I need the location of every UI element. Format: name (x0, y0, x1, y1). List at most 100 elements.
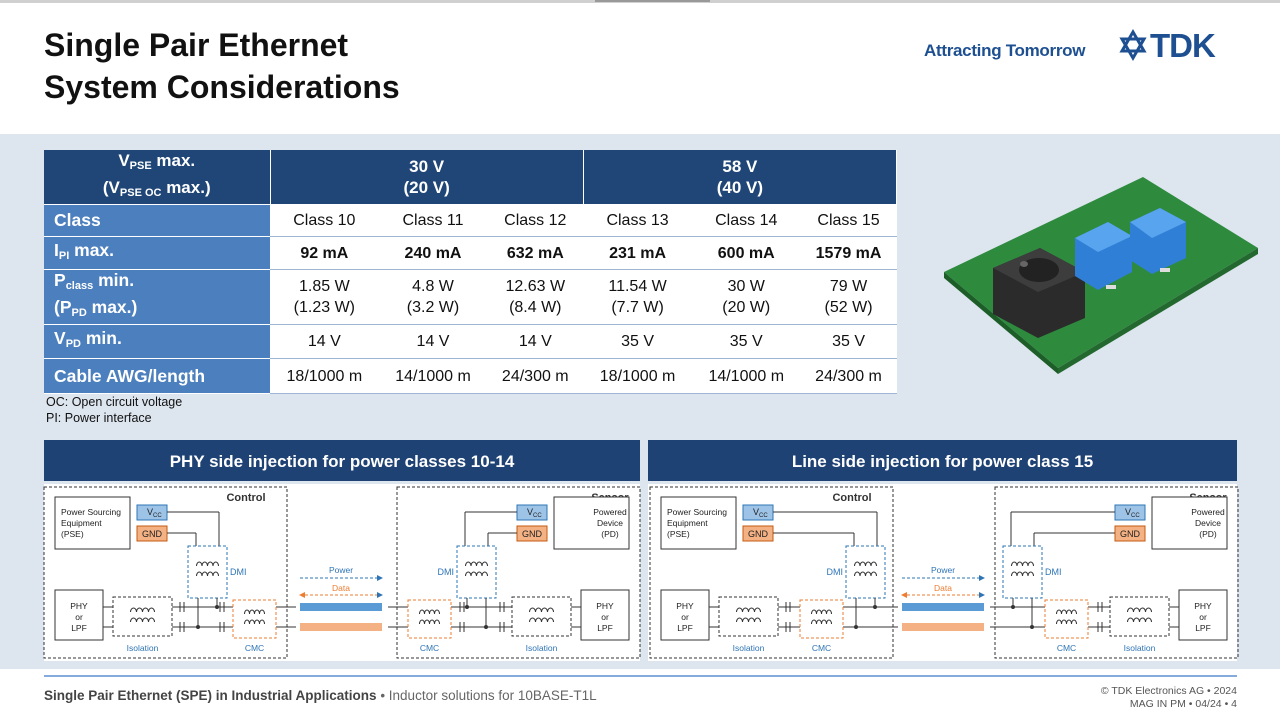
device-label: Equipment (61, 518, 102, 528)
cmc-box (407, 599, 452, 639)
subscript: CC (153, 513, 162, 519)
cell-line: (PPD max.) (54, 297, 270, 324)
text-run: V (118, 151, 130, 170)
row-label: Cable AWG/length (44, 358, 270, 394)
table-cell: 231 mA (583, 236, 692, 270)
gnd-label: GND (1120, 529, 1141, 539)
coil (1127, 617, 1152, 623)
cell-line: 14 V (416, 333, 450, 350)
logo-text: TDK (1150, 27, 1216, 64)
side-box (994, 486, 1239, 659)
table-cell: 14 V (487, 324, 584, 359)
row-label: IPI max. (44, 236, 270, 270)
label: VCC (527, 507, 542, 519)
table-cell: 79 W (52 W) (800, 269, 897, 325)
voltage-group: 58 V (40 V) (583, 150, 898, 205)
table-cell: 14 V (378, 324, 488, 359)
cell-line: VPSE max. (44, 150, 270, 177)
coil (244, 609, 265, 615)
coil (854, 571, 877, 577)
side-box (649, 486, 894, 659)
coil (854, 561, 877, 567)
isolation-label: Isolation (127, 643, 159, 653)
cell-line: (20 V) (403, 178, 450, 197)
phy-label: or (75, 612, 83, 622)
cell-line: Class 15 (817, 212, 880, 229)
cell-line: 24/300 m (501, 367, 569, 385)
cell-line: Class 12 (504, 212, 567, 229)
table-cell: 1579 mA (800, 236, 897, 270)
device-label: Power Sourcing (61, 507, 121, 517)
coil (736, 607, 761, 613)
side-box (396, 486, 641, 659)
cell-line: 11.54 W (608, 278, 667, 295)
cell-line: 24/300 m (815, 367, 882, 385)
note: OC: Open circuit voltage (46, 395, 183, 409)
device-label: Power Sourcing (667, 507, 727, 517)
cell-line: 632 mA (506, 244, 564, 262)
slide-title: Single Pair Ethernet System Consideration… (44, 24, 400, 108)
device-label: (PD) (601, 529, 619, 539)
table-row: Cable AWG/length 18/1000 m 14/1000 m 24/300… (44, 358, 897, 394)
cell-line: 1.85 W (298, 278, 350, 295)
dmi-box (1002, 545, 1043, 599)
cmc-label: CMC (812, 643, 831, 653)
device-label: Equipment (667, 518, 708, 528)
cell-line: (3.2 W) (406, 299, 460, 316)
subscript: class (65, 280, 94, 292)
subscript: PD (65, 338, 81, 350)
cell-line: 231 mA (609, 244, 667, 262)
table-row: Class Class 10 Class 11 Class 12 Class 13 Cla… (44, 204, 897, 237)
text-run: (V (102, 178, 120, 197)
subscript: PI (58, 249, 70, 262)
dmi-box (456, 545, 497, 599)
text-run: I (54, 239, 59, 260)
phy-label: PHY (676, 601, 694, 611)
power-label: Power (329, 565, 353, 575)
cell-line: 14 V (518, 333, 552, 350)
text-run: max.) (86, 297, 138, 317)
coil (1011, 561, 1034, 567)
cell-line: (1.23 W) (293, 299, 355, 316)
table-cell: 632 mA (487, 236, 584, 270)
side-label: Control (226, 492, 265, 504)
text-run: V (1125, 507, 1131, 517)
phy-label: or (601, 612, 609, 622)
header-label: VPSE max. (VPSE OC max.) (44, 150, 271, 205)
text-run: min. (80, 328, 122, 348)
cell-line: VPD min. (54, 328, 270, 355)
dmi-box (187, 545, 228, 599)
dmi-box (845, 545, 886, 599)
coil (1056, 609, 1077, 615)
cmc-label: CMC (1057, 643, 1076, 653)
table-cell: Class 10 (270, 204, 379, 237)
panel-title-bar (648, 440, 1237, 481)
device-box (660, 496, 737, 550)
power-band (300, 603, 382, 611)
gnd-label: GND (142, 529, 163, 539)
cell-line: 35 V (621, 333, 655, 350)
label: VCC (753, 507, 768, 519)
cell-line: 30 V (409, 157, 445, 176)
note: PI: Power interface (46, 411, 152, 425)
panel-title-bar (44, 440, 640, 481)
device-box (553, 496, 630, 550)
table-cell: 35 V (583, 324, 692, 359)
cell-line: 240 mA (404, 244, 462, 262)
isolation-box (511, 596, 572, 637)
dmi-label: DMI (827, 567, 844, 577)
data-label: Data (934, 583, 952, 593)
coil (811, 619, 832, 625)
table-cell: 14/1000 m (691, 358, 801, 394)
cell-line: Pclass min. (54, 270, 270, 297)
product-image (944, 177, 1258, 374)
device-label: Device (597, 518, 623, 528)
tab (595, 0, 710, 2)
cell-line: 14/1000 m (395, 367, 471, 385)
phy-label: or (1199, 612, 1207, 622)
isolation-box (1109, 596, 1170, 637)
row-label: VPD min. (44, 324, 270, 359)
table-cell: 18/1000 m (583, 358, 692, 394)
